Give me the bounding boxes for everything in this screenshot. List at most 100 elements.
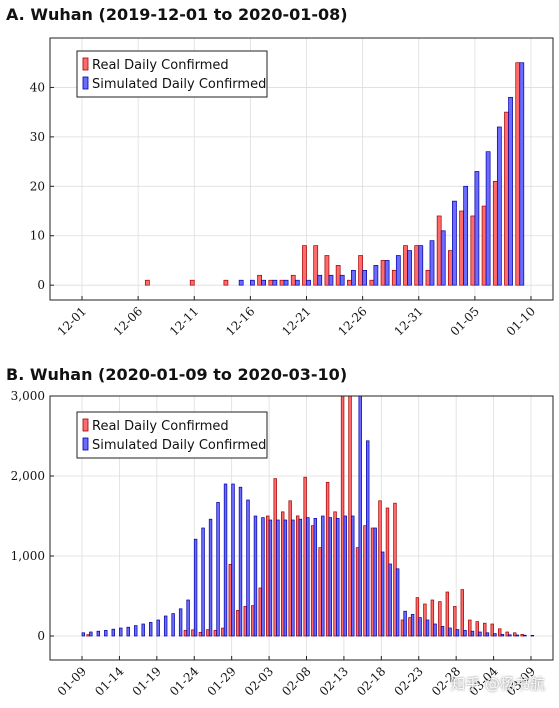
bar-real xyxy=(258,587,262,637)
y-tick-label: 0 xyxy=(37,629,45,643)
bar-simulated xyxy=(470,630,475,637)
bar-simulated xyxy=(515,634,520,637)
bar-real xyxy=(191,629,195,637)
bar-simulated xyxy=(291,519,295,637)
bar-simulated xyxy=(366,440,370,637)
bar-simulated xyxy=(336,518,340,637)
bar-simulated xyxy=(343,515,347,637)
bar-simulated xyxy=(141,623,145,637)
bar-simulated xyxy=(362,269,368,286)
bar-real xyxy=(335,265,341,286)
bar-simulated xyxy=(403,610,407,637)
bar-simulated xyxy=(508,96,513,286)
bar-real xyxy=(302,245,307,286)
x-tick-label: 12-16 xyxy=(223,304,257,338)
bar-real xyxy=(505,631,509,637)
bar-simulated xyxy=(418,245,424,286)
bar-real xyxy=(303,476,307,637)
bar-real xyxy=(355,547,360,637)
legend-swatch-real xyxy=(82,57,89,71)
bar-simulated xyxy=(429,240,435,286)
bar-simulated xyxy=(119,627,123,637)
bar-real xyxy=(268,279,274,286)
panel-b-title: B. Wuhan (2020-01-09 to 2020-03-10) xyxy=(6,365,347,384)
bar-real xyxy=(347,279,352,286)
bar-simulated xyxy=(485,151,491,286)
y-tick-label: 2,000 xyxy=(11,469,45,483)
bar-simulated xyxy=(134,625,138,637)
x-tick-label: 02-23 xyxy=(392,664,426,698)
bar-real xyxy=(348,396,352,637)
x-tick-label: 02-18 xyxy=(354,664,388,698)
legend-label-simulated: Simulated Daily Confirmed xyxy=(92,438,266,453)
bar-simulated xyxy=(530,635,535,637)
bar-simulated xyxy=(395,568,400,637)
y-tick-label: 1,000 xyxy=(11,549,45,563)
bar-real xyxy=(340,396,345,637)
bar-real xyxy=(369,279,375,286)
panel-b: B. Wuhan (2020-01-09 to 2020-03-10) 0 1,0… xyxy=(6,365,554,699)
bar-simulated xyxy=(328,274,334,286)
bar-real xyxy=(430,599,435,637)
bar-real xyxy=(423,603,427,637)
panel-a: A. Wuhan (2019-12-01 to 2020-01-08) 0 10 2… xyxy=(6,5,554,339)
bar-real xyxy=(243,606,247,637)
bar-real xyxy=(400,619,405,637)
bar-real xyxy=(415,597,420,637)
bar-real xyxy=(228,563,233,637)
bar-real xyxy=(213,630,218,637)
x-tick-label: 01-14 xyxy=(92,664,127,699)
bar-real xyxy=(515,62,521,286)
x-tick-label: 01-24 xyxy=(167,664,202,699)
bar-simulated xyxy=(294,279,300,286)
bar-real xyxy=(490,623,494,637)
bar-simulated xyxy=(463,630,467,637)
bar-simulated xyxy=(317,274,323,286)
bar-simulated xyxy=(440,626,445,637)
x-tick-label: 12-01 xyxy=(55,304,89,338)
bar-simulated xyxy=(283,519,288,637)
axes-frame xyxy=(49,37,554,301)
bar-real xyxy=(206,629,210,637)
bar-simulated xyxy=(231,483,235,637)
bar-real xyxy=(391,269,397,286)
bar-real xyxy=(363,525,367,637)
bar-real xyxy=(459,210,465,286)
bar-simulated xyxy=(306,517,310,637)
bar-real xyxy=(481,205,487,286)
bar-simulated xyxy=(178,608,183,637)
legend-label-simulated: Simulated Daily Confirmed xyxy=(92,77,266,92)
bar-simulated xyxy=(126,626,130,637)
x-tick-label: 12-21 xyxy=(279,304,313,338)
bar-simulated xyxy=(410,614,415,637)
bar-real xyxy=(504,111,509,286)
bar-simulated xyxy=(328,517,332,637)
x-tick-label: 02-08 xyxy=(279,664,313,698)
bars xyxy=(81,396,535,637)
bar-simulated xyxy=(238,486,243,637)
bar-simulated xyxy=(425,619,430,637)
bar-simulated xyxy=(508,634,512,637)
bar-real xyxy=(378,500,382,637)
bar-real xyxy=(273,478,277,637)
bar-real xyxy=(236,610,240,637)
bar-simulated xyxy=(373,265,379,286)
bar-simulated xyxy=(149,622,153,637)
bar-simulated xyxy=(351,269,356,286)
bar-real xyxy=(403,245,408,286)
bar-real xyxy=(492,181,498,286)
bar-simulated xyxy=(351,515,355,637)
bar-simulated xyxy=(388,563,392,637)
bar-simulated xyxy=(474,171,480,286)
bar-real xyxy=(453,606,457,637)
bar-real xyxy=(310,525,315,637)
bar-real xyxy=(438,601,442,637)
axes-frame xyxy=(49,395,554,661)
bar-real xyxy=(290,274,296,286)
bar-real xyxy=(483,622,487,637)
bar-simulated xyxy=(268,519,273,637)
legend-swatch-real xyxy=(82,418,89,432)
x-tick-label: 12-11 xyxy=(167,304,201,338)
bar-real xyxy=(370,527,375,637)
